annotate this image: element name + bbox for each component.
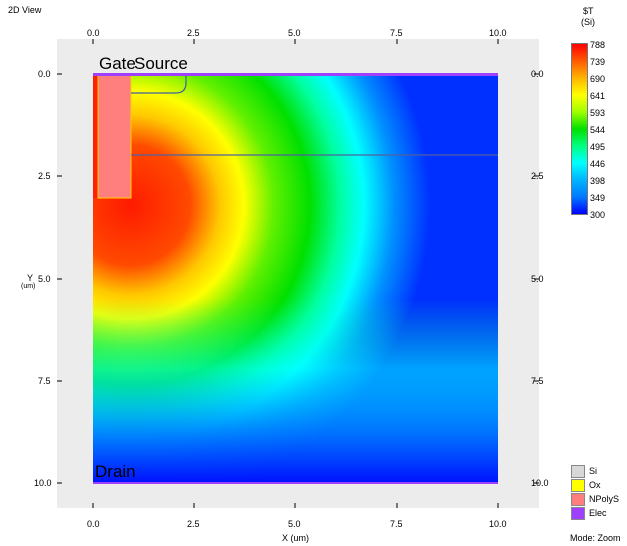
colorbar-value: 593 — [590, 108, 605, 118]
x-tick-top-2: 5.0 — [288, 28, 301, 38]
y-tick-left-3: 7.5 — [38, 376, 51, 386]
x-tick-bottom-1: 2.5 — [187, 519, 200, 529]
colorbar-value: 495 — [590, 142, 605, 152]
colorbar-value: 349 — [590, 193, 605, 203]
gate-poly[interactable] — [98, 74, 131, 198]
colorbar-value: 641 — [590, 91, 605, 101]
gate-label: Gate — [99, 54, 136, 74]
x-tick-bottom-4: 10.0 — [489, 519, 507, 529]
temperature-field-bottom — [93, 74, 498, 483]
colorbar-value: 544 — [590, 125, 605, 135]
x-tick-top-1: 2.5 — [187, 28, 200, 38]
legend-npolys-swatch — [571, 493, 585, 506]
y-tick-right-0: 0.0 — [531, 69, 544, 79]
y-tick-left-4: 10.0 — [34, 478, 52, 488]
colorbar-value: 300 — [590, 210, 605, 220]
y-tick-right-4: 10.0 — [531, 478, 549, 488]
y-tick-right-2: 5.0 — [531, 274, 544, 284]
y-tick-left-2: 5.0 — [38, 274, 51, 284]
legend-ox-swatch — [571, 479, 585, 492]
x-tick-bottom-3: 7.5 — [390, 519, 403, 529]
y-tick-right-1: 2.5 — [531, 171, 544, 181]
colorbar[interactable] — [571, 43, 588, 215]
y-axis-unit: (um) — [21, 283, 35, 290]
x-tick-top-3: 7.5 — [390, 28, 403, 38]
legend-elec-label: Elec — [589, 508, 607, 518]
drain-label: Drain — [95, 462, 136, 482]
x-tick-bottom-2: 5.0 — [288, 519, 301, 529]
legend-si-swatch — [571, 465, 585, 478]
drain-electrode[interactable] — [93, 482, 498, 484]
colorbar-value: 398 — [590, 176, 605, 186]
colorbar-value: 690 — [590, 74, 605, 84]
y-axis-label: Y — [27, 273, 33, 283]
legend-npolys-label: NPolyS — [589, 494, 619, 504]
y-tick-left-1: 2.5 — [38, 171, 51, 181]
colorbar-value: 446 — [590, 159, 605, 169]
x-tick-top-0: 0.0 — [87, 28, 100, 38]
mode-status: Mode: Zoom — [570, 533, 621, 543]
x-axis-label: X (um) — [282, 533, 309, 543]
source-label: Source — [134, 54, 188, 74]
legend-elec-swatch — [571, 507, 585, 520]
colorbar-value: 739 — [590, 57, 605, 67]
x-tick-top-4: 10.0 — [489, 28, 507, 38]
x-tick-bottom-0: 0.0 — [87, 519, 100, 529]
left-hot-strip — [93, 74, 98, 198]
colorbar-title: $T — [583, 6, 594, 16]
y-tick-left-0: 0.0 — [38, 69, 51, 79]
colorbar-subtitle: (Si) — [581, 17, 595, 27]
legend-si-label: Si — [589, 466, 597, 476]
legend-ox-label: Ox — [589, 480, 601, 490]
y-tick-right-3: 7.5 — [531, 376, 544, 386]
colorbar-value: 788 — [590, 40, 605, 50]
